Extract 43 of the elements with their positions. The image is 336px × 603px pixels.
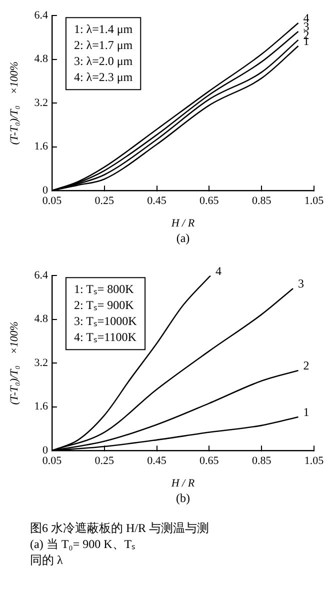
x-tick-label: 0.65 [200, 195, 220, 208]
x-tick-label: 0.25 [94, 455, 114, 468]
y-tick-label: 1.6 [34, 140, 48, 153]
x-tick-label: 1.05 [304, 195, 324, 208]
annotation: 1: Tₛ= 800K [74, 282, 134, 296]
y-axis-title: (T-T₀)/T₀ ×100% [8, 321, 20, 405]
x-tick-label: 0.85 [252, 455, 272, 468]
y-tick-label: 4.8 [34, 53, 48, 66]
y-tick-label: 3.2 [34, 96, 48, 109]
y-axis-title: (T-T₀)/T₀ ×100% [8, 61, 20, 145]
caption: 图6 水冷遮蔽板的 H/R 与测温与测 [29, 520, 210, 536]
series-label: 4 [215, 264, 222, 278]
annotation: 3: λ=2.0 μm [74, 54, 134, 68]
series-label: 2 [303, 358, 310, 373]
x-tick-label: 0.45 [147, 455, 167, 468]
y-tick-label: 3.2 [34, 356, 48, 369]
text: (a) [175, 230, 191, 246]
y-tick-label: 0 [42, 184, 48, 196]
annotation: 3: Tₛ=1000K [74, 314, 138, 328]
x-axis-title: H / R [170, 477, 195, 490]
y-tick-label: 1.6 [34, 400, 48, 413]
y-tick-label: 6.4 [34, 269, 48, 282]
x-tick-label: 0.25 [94, 195, 114, 208]
series-label: 1 [303, 405, 310, 420]
text: (a) 当 T₀= 900 K、Tₛ [29, 536, 137, 552]
annotation: 2: Tₛ= 900K [74, 298, 134, 312]
annotation: 1: λ=1.4 μm [74, 22, 134, 36]
text: 同的 λ [29, 552, 64, 568]
series-label: 3 [298, 276, 304, 291]
x-tick-label: 1.05 [304, 455, 324, 468]
annotation: 2: λ=1.7 μm [74, 38, 134, 52]
text: (b) [175, 490, 191, 506]
x-axis-title: H / R [170, 217, 195, 230]
x-tick-label: 0.45 [147, 195, 167, 208]
annotation: 4: λ=2.3 μm [74, 70, 134, 84]
x-tick-label: 0.05 [42, 195, 62, 208]
x-tick-label: 0.05 [42, 455, 62, 468]
x-tick-label: 0.85 [252, 195, 272, 208]
y-tick-label: 4.8 [34, 313, 48, 326]
annotation: 4: Tₛ=1100K [74, 330, 137, 344]
y-tick-label: 6.4 [34, 9, 48, 22]
x-tick-label: 0.65 [200, 455, 220, 468]
y-tick-label: 0 [42, 444, 48, 456]
